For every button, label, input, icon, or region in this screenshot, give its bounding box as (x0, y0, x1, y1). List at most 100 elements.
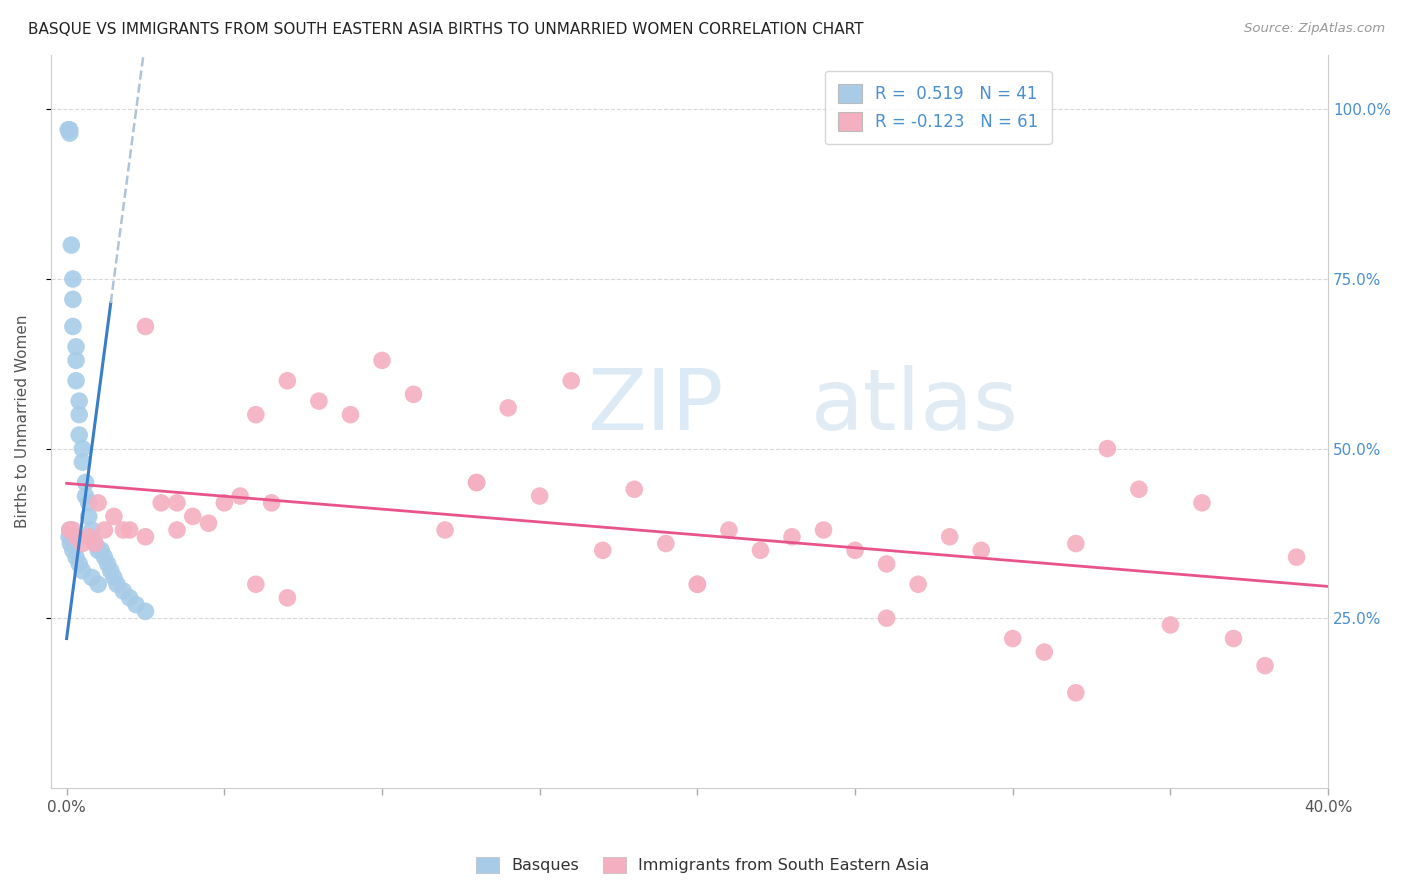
Point (749, 543, 772, 558)
Point (938, 530, 960, 544)
Point (62, 543, 84, 558)
Point (371, 353, 394, 368)
Point (166, 523, 188, 537)
Point (134, 530, 156, 544)
Point (65, 353, 87, 368)
Point (67, 557, 90, 571)
Legend: R =  0.519   N = 41, R = -0.123   N = 61: R = 0.519 N = 41, R = -0.123 N = 61 (825, 70, 1052, 145)
Point (118, 591, 141, 605)
Point (58, 530, 80, 544)
Point (1064, 686, 1087, 700)
Point (56, 122, 79, 136)
Point (717, 523, 740, 537)
Point (214, 496, 236, 510)
Point (80, 523, 103, 537)
Point (260, 496, 283, 510)
Point (105, 577, 128, 591)
Point (100, 564, 122, 578)
Point (77, 496, 100, 510)
Point (529, 489, 551, 503)
Point (1222, 632, 1244, 646)
Point (465, 475, 488, 490)
Point (62, 293, 84, 307)
Text: ZIP: ZIP (588, 366, 724, 449)
Point (97, 557, 120, 571)
Point (67, 428, 90, 442)
Point (150, 496, 173, 510)
Point (125, 598, 148, 612)
Text: BASQUE VS IMMIGRANTS FROM SOUTH EASTERN ASIA BIRTHS TO UNMARRIED WOMEN CORRELATI: BASQUE VS IMMIGRANTS FROM SOUTH EASTERN … (28, 22, 863, 37)
Point (77, 509, 100, 524)
Point (623, 483, 645, 497)
Point (134, 604, 156, 618)
Point (1128, 483, 1150, 497)
Point (77, 530, 100, 544)
Point (1001, 632, 1024, 646)
Point (59, 122, 82, 136)
Point (876, 557, 898, 571)
Point (1064, 536, 1087, 550)
Point (245, 577, 267, 591)
Text: atlas: atlas (811, 366, 1019, 449)
Point (59, 126, 82, 140)
Point (1285, 550, 1308, 565)
Point (308, 394, 330, 409)
Point (65, 550, 87, 565)
Point (72, 536, 94, 550)
Point (65, 374, 87, 388)
Point (59, 523, 82, 537)
Point (112, 523, 135, 537)
Point (166, 496, 188, 510)
Point (87, 543, 110, 558)
Point (592, 543, 614, 558)
Point (229, 489, 252, 503)
Point (197, 516, 219, 531)
Point (402, 387, 425, 401)
Point (844, 543, 866, 558)
Point (1191, 496, 1213, 510)
Point (93, 523, 115, 537)
Point (65, 340, 87, 354)
Point (62, 319, 84, 334)
Point (87, 577, 110, 591)
Point (62, 272, 84, 286)
Point (655, 536, 678, 550)
Point (72, 564, 94, 578)
Point (60, 238, 83, 252)
Point (118, 523, 141, 537)
Point (1254, 658, 1277, 673)
Point (907, 577, 929, 591)
Point (87, 496, 110, 510)
Point (276, 591, 298, 605)
Point (84, 536, 107, 550)
Point (103, 509, 125, 524)
Point (90, 543, 112, 558)
Legend: Basques, Immigrants from South Eastern Asia: Basques, Immigrants from South Eastern A… (470, 850, 936, 880)
Point (84, 536, 107, 550)
Point (970, 543, 993, 558)
Point (65, 530, 87, 544)
Point (1159, 618, 1181, 632)
Point (339, 408, 361, 422)
Point (686, 577, 709, 591)
Point (876, 611, 898, 625)
Point (1033, 645, 1056, 659)
Point (181, 509, 204, 524)
Point (80, 570, 103, 584)
Point (813, 523, 835, 537)
Point (560, 374, 582, 388)
Point (59, 523, 82, 537)
Point (780, 530, 803, 544)
Point (67, 394, 90, 409)
Point (72, 455, 94, 469)
Point (72, 442, 94, 456)
Point (75, 489, 97, 503)
Point (686, 577, 709, 591)
Y-axis label: Births to Unmarried Women: Births to Unmarried Women (15, 315, 30, 528)
Point (103, 570, 125, 584)
Point (75, 475, 97, 490)
Point (112, 584, 135, 599)
Point (134, 319, 156, 334)
Point (93, 550, 115, 565)
Point (276, 374, 298, 388)
